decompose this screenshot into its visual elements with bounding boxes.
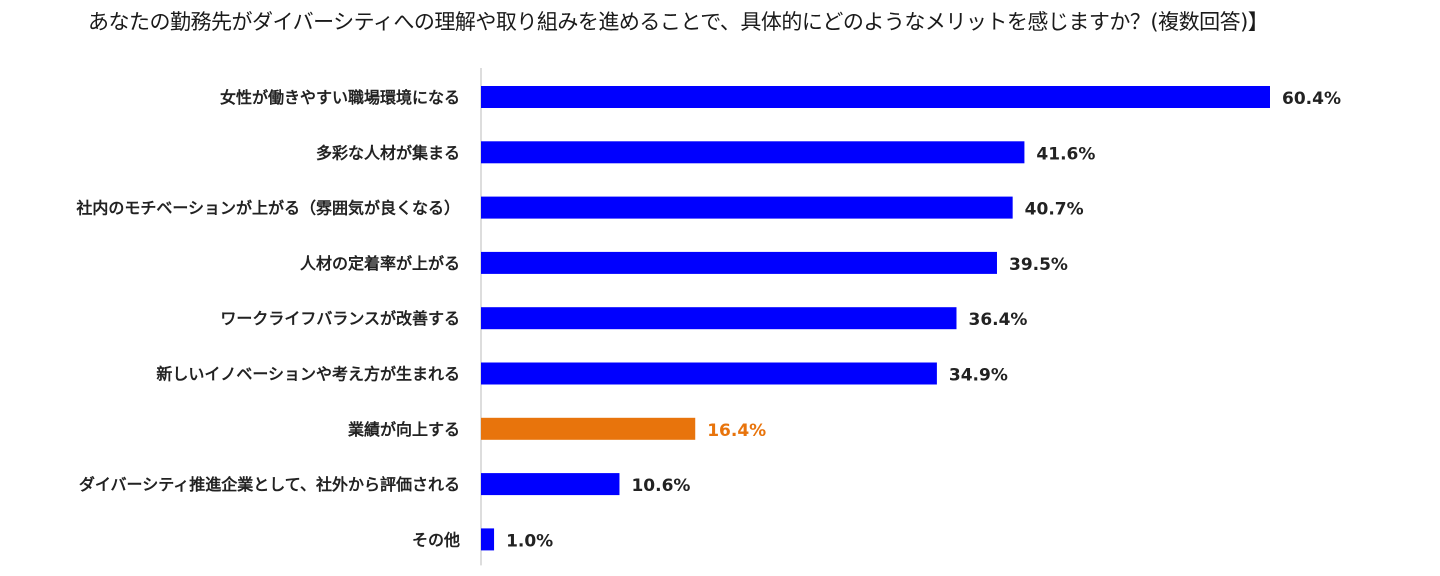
chart-title: あなたの勤務先がダイバーシティへの理解や取り組みを進めることで、具体的にどのよう… bbox=[88, 10, 1269, 34]
category-label: ワークライフバランスが改善する bbox=[220, 309, 460, 328]
value-label: 34.9% bbox=[949, 366, 1008, 386]
category-label: 業績が向上する bbox=[347, 420, 460, 439]
bar bbox=[481, 307, 957, 330]
value-label: 10.6% bbox=[631, 476, 690, 496]
category-label: 人材の定着率が上がる bbox=[300, 254, 460, 273]
bar bbox=[481, 251, 997, 274]
category-label: ダイバーシティ推進企業として、社外から評価される bbox=[79, 475, 460, 494]
category-label: 社内のモチベーションが上がる（雰囲気が良くなる） bbox=[75, 199, 460, 218]
bar bbox=[481, 196, 1013, 219]
bar bbox=[481, 473, 620, 496]
category-label: 新しいイノベーションや考え方が生まれる bbox=[156, 365, 460, 384]
category-label: 多彩な人材が集まる bbox=[316, 143, 460, 162]
bar bbox=[481, 417, 696, 440]
bar bbox=[481, 362, 937, 385]
bar bbox=[481, 528, 495, 551]
value-label: 40.7% bbox=[1025, 200, 1084, 220]
bar bbox=[481, 141, 1025, 164]
labels-layer: 女性が働きやすい職場環境になる 60.4% 多彩な人材が集まる 41.6% 社内のモチベ… bbox=[75, 88, 1341, 551]
category-label: 女性が働きやすい職場環境になる bbox=[220, 88, 460, 107]
value-label: 36.4% bbox=[968, 310, 1027, 330]
value-label: 39.5% bbox=[1009, 255, 1068, 275]
value-label: 1.0% bbox=[506, 531, 553, 551]
bar bbox=[481, 86, 1270, 108]
value-label: 41.6% bbox=[1036, 144, 1095, 164]
value-label: 60.4% bbox=[1282, 89, 1341, 109]
category-label: その他 bbox=[412, 530, 460, 549]
bars-layer bbox=[481, 86, 1270, 551]
value-label: 16.4% bbox=[707, 421, 766, 441]
